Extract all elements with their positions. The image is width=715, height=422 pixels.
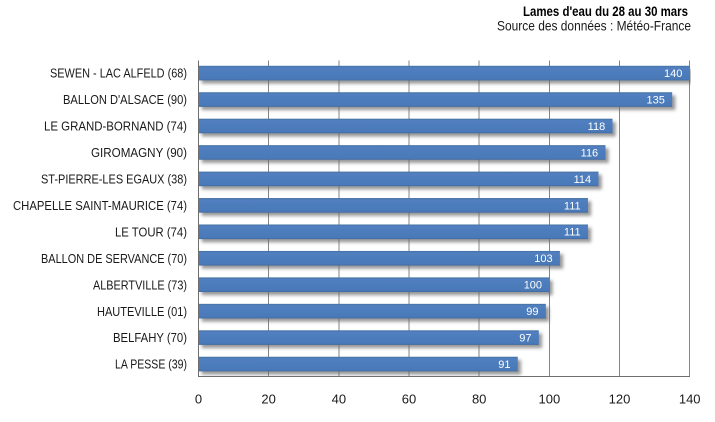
svg-text:LE GRAND-BORNAND (74): LE GRAND-BORNAND (74) bbox=[44, 119, 187, 134]
svg-text:91: 91 bbox=[498, 359, 510, 371]
svg-text:120: 120 bbox=[609, 392, 631, 407]
svg-text:140: 140 bbox=[679, 392, 701, 407]
svg-text:0: 0 bbox=[195, 392, 202, 407]
svg-text:103: 103 bbox=[534, 253, 552, 265]
svg-text:20: 20 bbox=[261, 392, 275, 407]
svg-text:40: 40 bbox=[332, 392, 346, 407]
svg-text:111: 111 bbox=[564, 227, 581, 239]
svg-text:HAUTEVILLE (01): HAUTEVILLE (01) bbox=[97, 304, 187, 319]
svg-text:BALLON DE SERVANCE (70): BALLON DE SERVANCE (70) bbox=[41, 251, 187, 266]
svg-text:116: 116 bbox=[581, 147, 599, 159]
svg-text:111: 111 bbox=[564, 200, 581, 212]
svg-text:100: 100 bbox=[539, 392, 561, 407]
svg-text:140: 140 bbox=[664, 68, 682, 80]
svg-text:100: 100 bbox=[524, 280, 542, 292]
svg-text:118: 118 bbox=[588, 121, 606, 133]
svg-text:ALBERTVILLE (73): ALBERTVILLE (73) bbox=[93, 277, 187, 292]
svg-text:114: 114 bbox=[574, 174, 592, 186]
svg-text:60: 60 bbox=[402, 392, 416, 407]
svg-text:135: 135 bbox=[647, 94, 665, 106]
svg-text:LE TOUR (74): LE TOUR (74) bbox=[115, 224, 187, 239]
svg-text:SEWEN - LAC ALFELD (68): SEWEN - LAC ALFELD (68) bbox=[50, 66, 187, 81]
svg-text:80: 80 bbox=[472, 392, 486, 407]
svg-text:GIROMAGNY (90): GIROMAGNY (90) bbox=[91, 145, 187, 160]
svg-text:Lames d'eau du 28 au 30 mars: Lames d'eau du 28 au 30 mars bbox=[523, 3, 688, 19]
svg-text:BELFAHY (70): BELFAHY (70) bbox=[113, 330, 187, 345]
svg-text:97: 97 bbox=[519, 333, 531, 345]
svg-text:ST-PIERRE-LES EGAUX (38): ST-PIERRE-LES EGAUX (38) bbox=[41, 172, 187, 187]
svg-text:LA PESSE (39): LA PESSE (39) bbox=[115, 357, 187, 372]
svg-text:BALLON D'ALSACE (90): BALLON D'ALSACE (90) bbox=[63, 92, 187, 107]
svg-text:Source des données : Météo-Fra: Source des données : Météo-France bbox=[497, 18, 691, 34]
svg-text:CHAPELLE SAINT-MAURICE (74): CHAPELLE SAINT-MAURICE (74) bbox=[13, 198, 187, 213]
svg-text:99: 99 bbox=[526, 306, 538, 318]
